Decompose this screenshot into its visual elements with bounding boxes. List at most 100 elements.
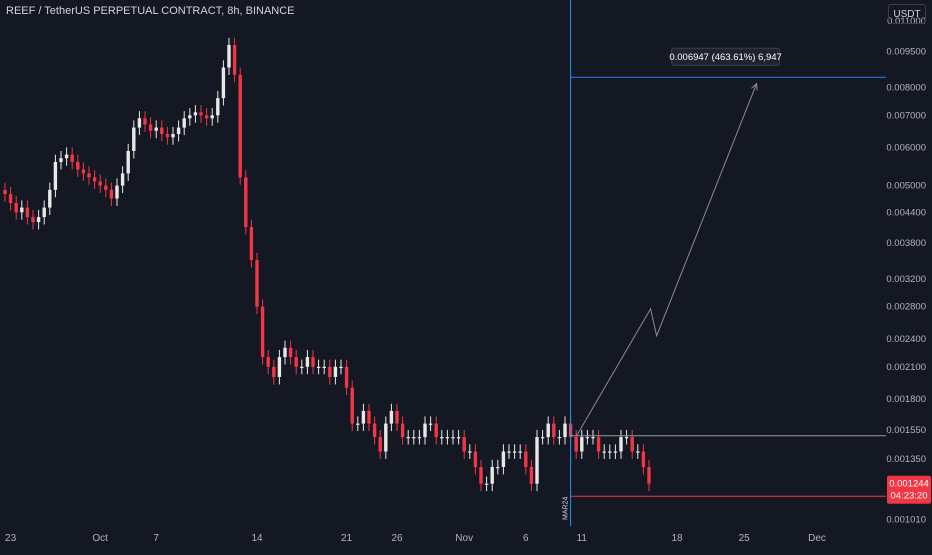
candle	[143, 111, 147, 132]
candle	[333, 359, 338, 385]
candle	[361, 403, 366, 432]
candle	[602, 444, 606, 459]
price-tick-label: 0.002100	[886, 362, 926, 373]
candle	[48, 182, 52, 216]
candle-body	[232, 45, 237, 75]
candle	[591, 429, 595, 445]
candle	[8, 186, 13, 211]
currency-button[interactable]: USDT	[888, 4, 926, 24]
candle	[305, 349, 310, 375]
candle-body	[540, 437, 545, 439]
candle-body	[361, 410, 366, 424]
candle-body	[563, 423, 567, 438]
time-tick-label: Oct	[92, 533, 108, 544]
candle-body	[53, 161, 58, 190]
price-tick-label: 0.003200	[886, 274, 926, 285]
price-tick-label: 0.003800	[886, 238, 926, 249]
candle	[350, 380, 354, 432]
candle-body	[552, 423, 556, 438]
candle	[36, 209, 41, 230]
candle	[87, 166, 91, 185]
candle-body	[423, 423, 427, 438]
candle-body	[305, 357, 310, 367]
candle	[109, 182, 114, 206]
candle-body	[3, 189, 7, 195]
candle-body	[585, 437, 590, 439]
candle-body	[518, 451, 522, 453]
candle	[81, 162, 86, 181]
time-tick-label: 21	[341, 533, 353, 544]
candle	[585, 429, 590, 445]
time-tick-label: 14	[251, 533, 263, 544]
candle-body	[126, 151, 130, 174]
candle-body	[535, 437, 539, 484]
price-tick-label: 0.011000	[887, 16, 926, 27]
price-tick-label: 0.005000	[886, 181, 926, 192]
candle	[473, 444, 478, 475]
candle-body	[428, 423, 433, 425]
candle	[238, 67, 242, 185]
candle-body	[417, 437, 422, 439]
candle	[395, 403, 399, 432]
candle	[563, 416, 567, 445]
candle	[31, 209, 35, 230]
candle-body	[406, 437, 410, 439]
candle	[630, 429, 634, 459]
candle	[434, 416, 438, 445]
candle	[641, 444, 646, 475]
candle-body	[204, 115, 209, 119]
candle	[132, 120, 136, 159]
forecast-arrowhead	[751, 82, 758, 91]
candle-body	[462, 437, 466, 452]
candle	[490, 459, 494, 492]
candle-body	[630, 437, 634, 452]
candle	[389, 403, 394, 432]
candle-body	[574, 437, 578, 452]
candle	[580, 429, 584, 459]
candle-body	[445, 437, 450, 439]
candle	[70, 147, 74, 170]
time-tick-label: Nov	[455, 533, 473, 544]
candle	[540, 429, 545, 445]
forecast-arrow[interactable]	[576, 83, 758, 436]
candle-body	[389, 410, 394, 424]
candle	[417, 429, 422, 445]
candle-body	[580, 437, 584, 452]
time-tick-label: 7	[153, 533, 159, 544]
candle-body	[115, 185, 119, 199]
candle-body	[490, 466, 494, 484]
candle-body	[311, 357, 315, 367]
measure-label: 0.006947 (463.61%) 6,947	[669, 47, 782, 66]
candle-body	[479, 466, 483, 484]
candle-body	[20, 207, 24, 213]
candle	[277, 349, 282, 385]
candle-body	[316, 366, 321, 368]
candle	[400, 416, 405, 445]
candle-body	[87, 173, 91, 178]
candle	[3, 182, 7, 202]
candle	[512, 444, 517, 459]
candle	[165, 126, 170, 145]
time-tick-label: 6	[523, 533, 529, 544]
candle-body	[524, 451, 528, 467]
candle-body	[70, 154, 74, 162]
price-axis: 0.011000 0.009500 0.008000 0.007000 0.006000…	[886, 16, 931, 526]
time-tick-label: Dec	[808, 533, 826, 544]
candle	[316, 359, 321, 375]
candle-body	[8, 194, 13, 204]
candle-body	[546, 423, 550, 438]
candle-body	[339, 366, 343, 368]
candle-body	[557, 437, 562, 439]
candle	[14, 195, 18, 220]
candle	[507, 444, 511, 459]
candle-body	[266, 357, 270, 367]
candle	[53, 154, 58, 198]
candle-body	[356, 423, 360, 425]
candle-body	[199, 112, 203, 116]
candle-body	[148, 124, 153, 131]
candle	[249, 219, 254, 268]
time-axis: 23 Oct 7 14 21 26 Nov 6 11 18 25 Dec	[5, 533, 826, 544]
drawings-group: 0.006947 (463.61%) 6,947 MAR24	[563, 0, 886, 526]
